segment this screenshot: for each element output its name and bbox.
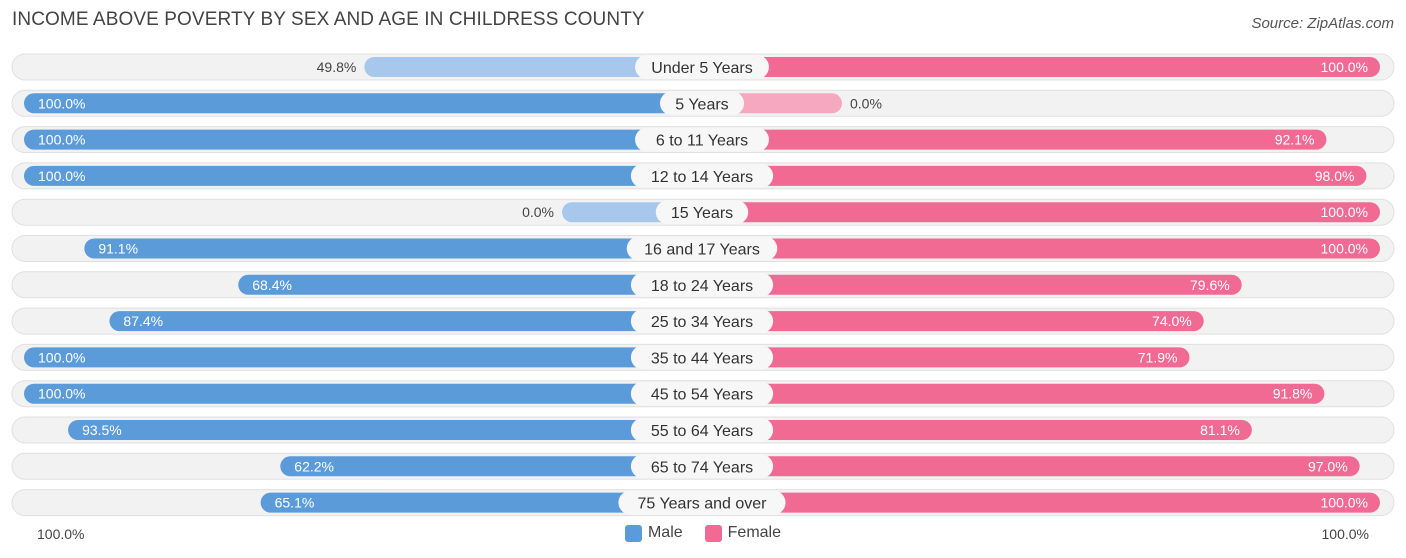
value-label-male: 100.0% (38, 386, 85, 402)
value-label-female: 91.8% (1273, 386, 1313, 402)
value-label-female: 74.0% (1152, 313, 1192, 329)
bar-male (24, 93, 702, 114)
category-label: 18 to 24 Years (651, 278, 753, 295)
bar-female (702, 347, 1190, 368)
legend-female[interactable]: Female (704, 524, 782, 542)
category-label: 16 and 17 Years (644, 242, 760, 259)
value-label-female: 0.0% (850, 95, 882, 111)
category-pill (630, 345, 774, 370)
category-pill (630, 454, 774, 479)
category-pill (626, 236, 778, 261)
bar-female (702, 492, 1380, 513)
category-pill (630, 418, 774, 442)
legend-male-swatch (624, 524, 642, 542)
category-label: 35 to 44 Years (651, 350, 753, 367)
bar-male (24, 165, 702, 186)
category-label: 75 Years and over (638, 496, 768, 513)
category-pill (630, 381, 774, 406)
value-label-female: 100.0% (1321, 495, 1368, 511)
category-label: 25 to 34 Years (651, 314, 753, 331)
bar-female (702, 129, 1327, 150)
category-pill (630, 163, 774, 188)
category-pill (655, 200, 749, 225)
value-label-male: 100.0% (38, 132, 85, 148)
bar-male (109, 311, 703, 332)
value-label-female: 100.0% (1321, 241, 1368, 257)
value-label-male: 100.0% (38, 168, 85, 184)
bar-male (84, 238, 703, 259)
category-pill (630, 309, 774, 334)
legend: Male Female (0, 524, 1406, 542)
category-label: 15 Years (671, 205, 733, 222)
bar-female (702, 57, 1380, 77)
bar-male (68, 420, 702, 440)
bar-male (24, 347, 702, 368)
legend-male-label: Male (647, 524, 683, 541)
legend-male[interactable]: Male (624, 524, 683, 542)
value-label-male: 100.0% (38, 349, 85, 365)
category-label: Under 5 Years (651, 60, 752, 77)
value-label-male: 91.1% (98, 241, 138, 257)
category-pill (630, 272, 774, 297)
bar-male (280, 456, 702, 477)
value-label-male: 49.8% (317, 59, 357, 75)
bar-female (702, 238, 1380, 259)
legend-female-label: Female (727, 524, 782, 541)
legend-female-swatch (704, 524, 722, 542)
bar-female (702, 420, 1252, 440)
value-label-female: 100.0% (1321, 59, 1368, 75)
value-label-female: 92.1% (1275, 132, 1315, 148)
bar-female (702, 311, 1204, 332)
bar-female (702, 383, 1325, 404)
chart-title: INCOME ABOVE POVERTY BY SEX AND AGE IN C… (12, 9, 645, 30)
axis-right-label: 100.0% (1321, 526, 1369, 542)
category-pill (659, 91, 745, 116)
value-label-female: 81.1% (1200, 422, 1240, 438)
category-pill (618, 490, 786, 515)
value-label-female: 79.6% (1190, 277, 1230, 293)
value-label-male: 0.0% (522, 204, 554, 220)
value-label-male: 100.0% (38, 95, 85, 111)
category-pill (635, 55, 769, 79)
bar-male (260, 492, 702, 513)
category-label: 55 to 64 Years (651, 423, 753, 440)
value-label-male: 87.4% (123, 313, 163, 329)
category-label: 5 Years (675, 96, 728, 113)
bar-male (24, 383, 702, 404)
source-label: Source: ZipAtlas.com (1251, 15, 1394, 32)
category-pill (635, 127, 769, 152)
bar-female (702, 202, 1380, 223)
value-label-male: 68.4% (252, 277, 292, 293)
bar-male (238, 274, 703, 295)
axis-left-label: 100.0% (37, 526, 85, 542)
value-label-female: 100.0% (1321, 204, 1368, 220)
value-label-female: 97.0% (1308, 458, 1348, 474)
bar-male (364, 57, 702, 77)
category-label: 65 to 74 Years (651, 459, 753, 476)
bar-male (24, 129, 702, 150)
bar-female (702, 274, 1242, 295)
value-label-female: 98.0% (1315, 168, 1355, 184)
bar-female (702, 165, 1367, 186)
category-label: 6 to 11 Years (656, 133, 748, 150)
value-label-male: 65.1% (275, 495, 315, 511)
chart-area: 49.8% 100.0% Under 5 Years 100.0% 0.0% 5 Year… (11, 53, 1395, 517)
value-label-female: 71.9% (1138, 349, 1178, 365)
category-label: 45 to 54 Years (651, 387, 753, 404)
category-label: 12 to 14 Years (651, 169, 753, 186)
value-label-male: 93.5% (82, 422, 122, 438)
bar-female (702, 456, 1360, 477)
value-label-male: 62.2% (294, 458, 334, 474)
